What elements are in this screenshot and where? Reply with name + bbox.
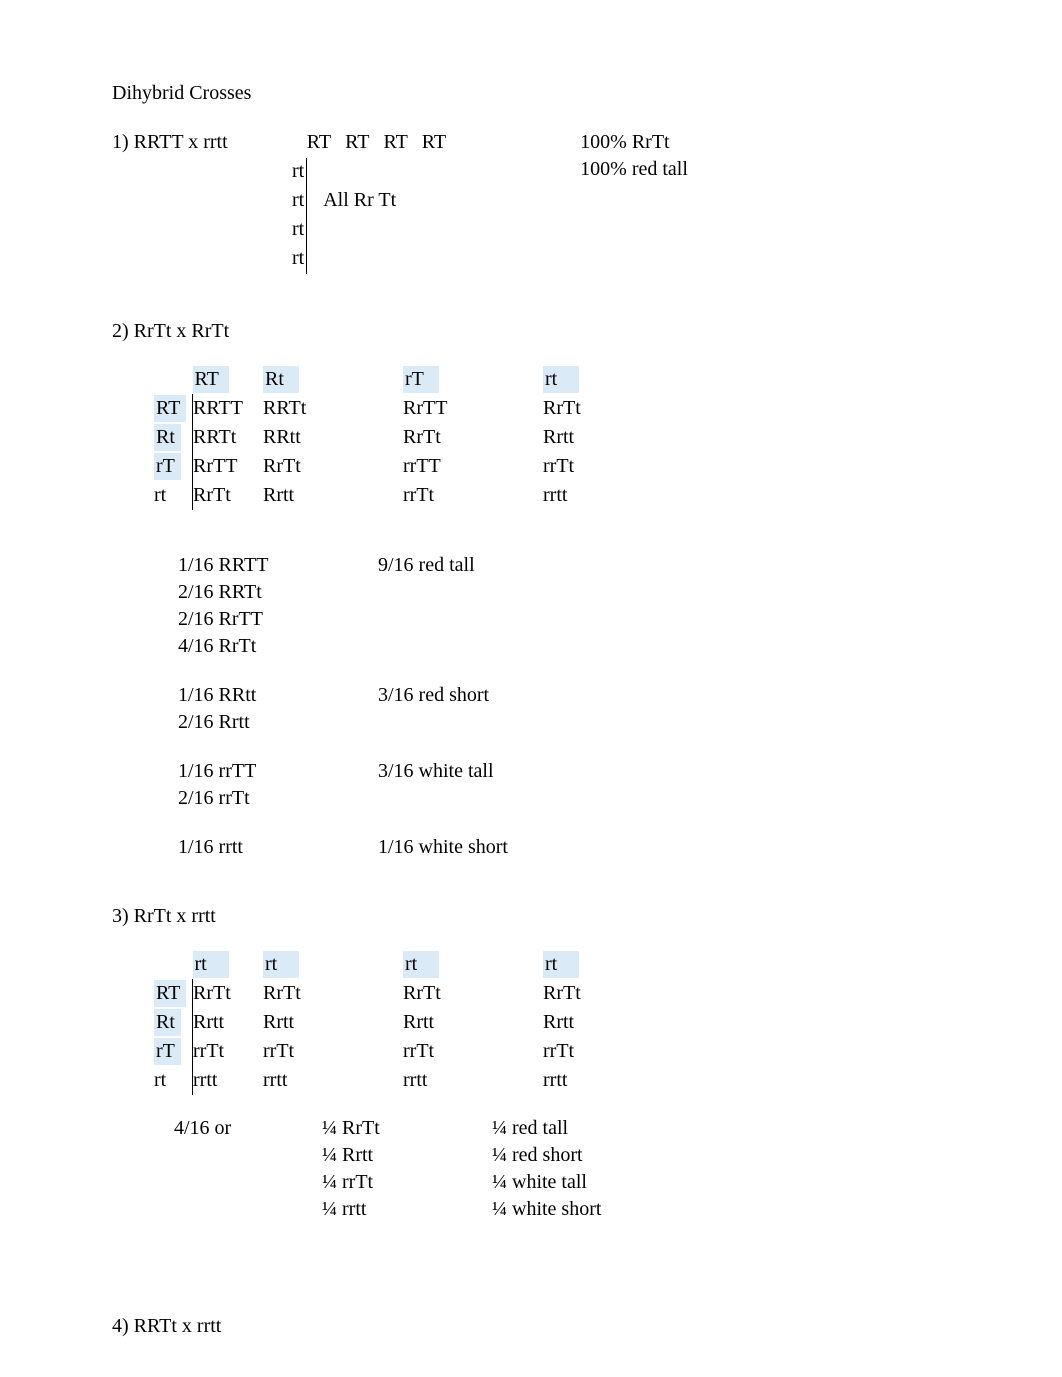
section-2-ratios: 1/16 RRTT 2/16 RRTt 2/16 RrTT 4/16 RrTt … [178, 552, 952, 861]
s2-ratio-geno: 2/16 RRTt [178, 579, 378, 606]
s3-rowhead: rT [154, 1038, 181, 1065]
s3-cell: Rrtt [543, 1008, 683, 1037]
s3-ratio-label: 4/16 or [174, 1115, 322, 1142]
s2-ratio-pheno: 9/16 red tall [378, 552, 475, 579]
s1-result-line: 100% red tall [580, 156, 688, 183]
s1-colhead: RT [422, 129, 460, 158]
s2-ratio-geno: 4/16 RrTt [178, 633, 378, 660]
s2-ratio-geno: 1/16 RRTT [178, 552, 378, 579]
s3-cell: rrtt [543, 1066, 683, 1095]
s3-cell: rrtt [193, 1066, 264, 1095]
s2-ratio-pheno: 3/16 white tall [378, 758, 494, 785]
s3-cell: rrtt [263, 1066, 403, 1095]
s3-cell: RrTt [263, 979, 403, 1008]
s3-colhead: rt [263, 951, 299, 978]
s3-cell: rrTt [193, 1037, 264, 1066]
s3-cell: Rrtt [263, 1008, 403, 1037]
s2-cell: RRTt [263, 394, 403, 423]
s3-ratio-pheno: ¼ red tall [492, 1115, 672, 1142]
s1-result-line: 100% RrTt [580, 129, 688, 156]
s1-colhead: RT [383, 129, 421, 158]
s2-ratio-geno: 2/16 Rrtt [178, 709, 378, 736]
s2-cell: Rrtt [543, 423, 683, 452]
section-1-results: 100% RrTt 100% red tall [580, 129, 688, 183]
s2-cell: RrTT [193, 452, 264, 481]
s3-ratio-pheno: ¼ white short [492, 1196, 672, 1223]
s2-ratio-pheno: 3/16 red short [378, 682, 489, 709]
s3-cell: RrTt [543, 979, 683, 1008]
s3-rowhead: Rt [154, 1009, 181, 1036]
s3-colhead: rt [543, 951, 579, 978]
s3-ratio-geno: ¼ RrTt [322, 1115, 492, 1142]
s1-rowhead: rt [292, 216, 307, 245]
s2-cell: RRtt [263, 423, 403, 452]
s2-cell: RrTT [403, 394, 543, 423]
s3-cell: rrTt [403, 1037, 543, 1066]
s3-ratio-geno: ¼ rrTt [322, 1169, 492, 1196]
s1-colhead: RT [307, 129, 345, 158]
s2-cell: RrTt [543, 394, 683, 423]
s2-ratio-pheno: 1/16 white short [378, 834, 508, 861]
section-3-ratios: 4/16 or ¼ RrTt ¼ Rrtt ¼ rrTt ¼ rrtt ¼ re… [174, 1115, 952, 1223]
s3-colhead: rt [193, 951, 229, 978]
s2-ratio-geno: 1/16 rrTT [178, 758, 378, 785]
s1-colhead: RT [345, 129, 383, 158]
s2-cell: RrTt [193, 481, 264, 510]
section-3-heading: 3) RrTt x rrtt [112, 903, 952, 930]
s3-cell: RrTt [193, 979, 264, 1008]
section-1-label: 1) RRTT x rrtt [112, 129, 292, 156]
s1-rowhead: rt [292, 187, 307, 216]
section-2-heading: 2) RrTt x RrTt [112, 318, 952, 345]
s2-cell: RrTt [403, 423, 543, 452]
s2-cell: rrtt [543, 481, 683, 510]
s2-ratio-geno: 1/16 rrtt [178, 834, 378, 861]
s3-ratio-pheno: ¼ red short [492, 1142, 672, 1169]
section-4-heading: 4) RRTt x rrtt [112, 1313, 952, 1340]
s2-ratio-geno: 1/16 RRtt [178, 682, 378, 709]
s3-rowhead: RT [154, 980, 186, 1007]
s2-colhead: rT [403, 366, 439, 393]
section-3-punnett: rt rt rt rt RT RrTt RrTt RrTt RrTt Rt Rr… [154, 950, 952, 1095]
s2-cell: RrTt [263, 452, 403, 481]
s2-rowhead: rt [154, 481, 193, 510]
s2-rowhead: rT [154, 453, 181, 480]
s3-cell: rrtt [403, 1066, 543, 1095]
s3-cell: Rrtt [403, 1008, 543, 1037]
page-title: Dihybrid Crosses [112, 80, 952, 107]
s3-ratio-geno: ¼ Rrtt [322, 1142, 492, 1169]
s2-cell: Rrtt [263, 481, 403, 510]
section-2-punnett: RT Rt rT rt RT RRTT RRTt RrTT RrTt Rt RR… [154, 365, 952, 510]
s3-colhead: rt [403, 951, 439, 978]
s2-colhead: RT [193, 366, 229, 393]
s2-colhead: rt [543, 366, 579, 393]
s3-ratio-pheno: ¼ white tall [492, 1169, 672, 1196]
s3-rowhead: rt [154, 1066, 193, 1095]
s3-cell: Rrtt [193, 1008, 264, 1037]
s2-cell: rrTT [403, 452, 543, 481]
s3-cell: rrTt [263, 1037, 403, 1066]
s2-rowhead: RT [154, 395, 186, 422]
s2-cell: RRTT [193, 394, 264, 423]
section-1-punnett: RT RT RT RT rt rt All Rr Tt rt [292, 129, 460, 274]
s2-ratio-geno: 2/16 RrTT [178, 606, 378, 633]
s2-cell: rrTt [543, 452, 683, 481]
s3-cell: rrTt [543, 1037, 683, 1066]
s3-cell: RrTt [403, 979, 543, 1008]
s2-cell: rrTt [403, 481, 543, 510]
s1-body: All Rr Tt [307, 187, 460, 216]
s1-rowhead: rt [292, 245, 307, 274]
s2-colhead: Rt [263, 366, 299, 393]
s2-ratio-geno: 2/16 rrTt [178, 785, 378, 812]
s2-cell: RRTt [193, 423, 264, 452]
s2-rowhead: Rt [154, 424, 181, 451]
section-1: 1) RRTT x rrtt RT RT RT RT rt rt All Rr … [112, 129, 952, 274]
s3-ratio-geno: ¼ rrtt [322, 1196, 492, 1223]
s1-rowhead: rt [292, 158, 307, 187]
